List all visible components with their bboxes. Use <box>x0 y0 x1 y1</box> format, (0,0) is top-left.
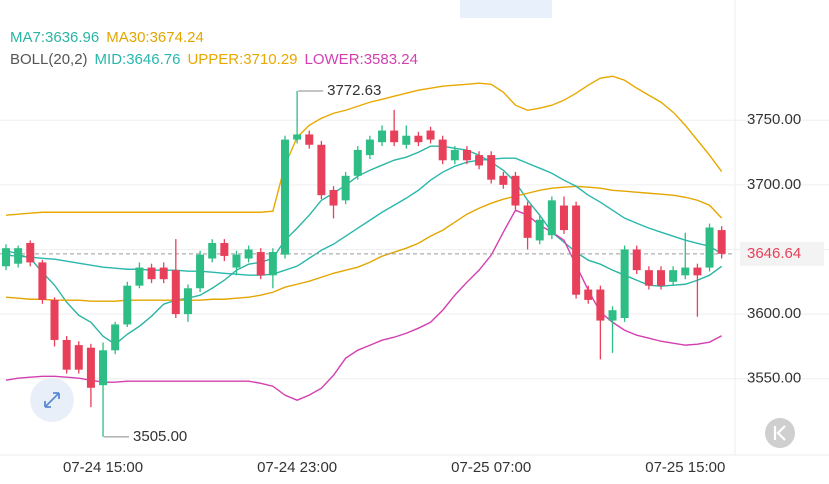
candle-body <box>317 144 326 196</box>
expand-button[interactable] <box>30 378 74 422</box>
candle-body <box>196 254 205 289</box>
candle-body <box>123 285 132 325</box>
candle-body <box>99 350 108 386</box>
candle-body <box>268 252 277 276</box>
candle-body <box>365 139 374 156</box>
candle-body <box>62 339 71 370</box>
legend-entry: MA7:3636.96 <box>10 29 99 46</box>
candle-body <box>74 345 83 370</box>
candle-body <box>208 243 217 259</box>
candle-body <box>559 205 568 231</box>
candle-body <box>402 135 411 145</box>
candle-body <box>353 149 362 176</box>
candle-body <box>657 270 666 286</box>
candle-body <box>341 175 350 201</box>
indicator-line <box>5 157 723 276</box>
y-tick-label: 3600.00 <box>747 305 801 322</box>
expand-icon[interactable] <box>44 392 60 408</box>
y-tick-label: 3750.00 <box>747 111 801 128</box>
candle-body <box>171 270 180 315</box>
candle-body <box>584 289 593 300</box>
candle-body <box>414 135 423 143</box>
top-tab[interactable] <box>460 0 552 18</box>
max-label: 3772.63 <box>327 82 381 99</box>
candle-body <box>462 149 471 161</box>
candle-body <box>111 324 120 351</box>
candle-body <box>572 205 581 295</box>
labels: 3550.003600.003650.003700.003750.0007-24… <box>10 29 824 476</box>
candle-body <box>378 130 387 143</box>
candle-body <box>280 139 289 255</box>
y-tick-label: 3550.00 <box>747 370 801 387</box>
candle-body <box>450 149 459 161</box>
candle-body <box>438 139 447 161</box>
candles <box>2 90 726 437</box>
legend-entry: MA30:3674.24 <box>106 29 204 46</box>
legend-entry: UPPER:3710.29 <box>187 51 297 68</box>
candle-body <box>26 243 35 263</box>
candle-body <box>50 299 59 340</box>
legend-title: BOLL(20,2) <box>10 51 88 68</box>
candle-body <box>183 288 192 315</box>
legend-entry: LOWER:3583.24 <box>305 51 418 68</box>
x-tick-label: 07-24 15:00 <box>63 459 143 476</box>
candle-body <box>644 270 653 286</box>
candle-body <box>244 249 253 259</box>
candle-body <box>329 190 338 206</box>
candle-body <box>256 252 265 276</box>
candle-body <box>220 243 229 256</box>
candle-body <box>681 267 690 276</box>
candle-body <box>147 267 156 280</box>
min-label: 3505.00 <box>133 428 187 445</box>
candle-body <box>669 270 678 282</box>
x-tick-label: 07-24 23:00 <box>257 459 337 476</box>
candle-body <box>632 249 641 271</box>
indicator-line <box>5 145 723 346</box>
y-tick-label: 3700.00 <box>747 176 801 193</box>
candle-body <box>487 155 496 180</box>
candle-body <box>475 155 484 166</box>
x-tick-label: 07-25 15:00 <box>645 459 725 476</box>
x-tick-label: 07-25 07:00 <box>451 459 531 476</box>
candle-body <box>86 347 95 388</box>
candle-body <box>608 310 617 321</box>
candle-body <box>426 130 435 140</box>
candle-body <box>693 267 702 276</box>
candle-body <box>620 249 629 318</box>
candle-body <box>305 134 314 145</box>
collapse-button[interactable] <box>765 418 795 448</box>
candle-body <box>159 267 168 280</box>
candle-body <box>547 200 556 236</box>
candle-body <box>390 130 399 143</box>
candle-body <box>705 227 714 268</box>
candle-body <box>596 289 605 321</box>
candle-body <box>2 248 10 267</box>
candle-body <box>535 219 544 241</box>
candle-body <box>135 267 144 286</box>
candle-body <box>511 175 520 206</box>
collapse-icon[interactable] <box>773 425 786 441</box>
grid <box>0 119 829 380</box>
candle-body <box>499 175 508 185</box>
collapse-circle[interactable] <box>765 418 795 448</box>
candle-body <box>293 134 302 140</box>
legend-entry: MID:3646.76 <box>95 51 181 68</box>
candle-body <box>523 205 532 238</box>
indicator-line <box>5 75 723 216</box>
last-price-label: 3646.64 <box>747 245 801 262</box>
candle-body <box>14 248 23 264</box>
last-price-box <box>740 241 824 266</box>
candle-body <box>717 230 726 254</box>
candle-body <box>38 262 47 300</box>
candle-body <box>232 254 241 268</box>
